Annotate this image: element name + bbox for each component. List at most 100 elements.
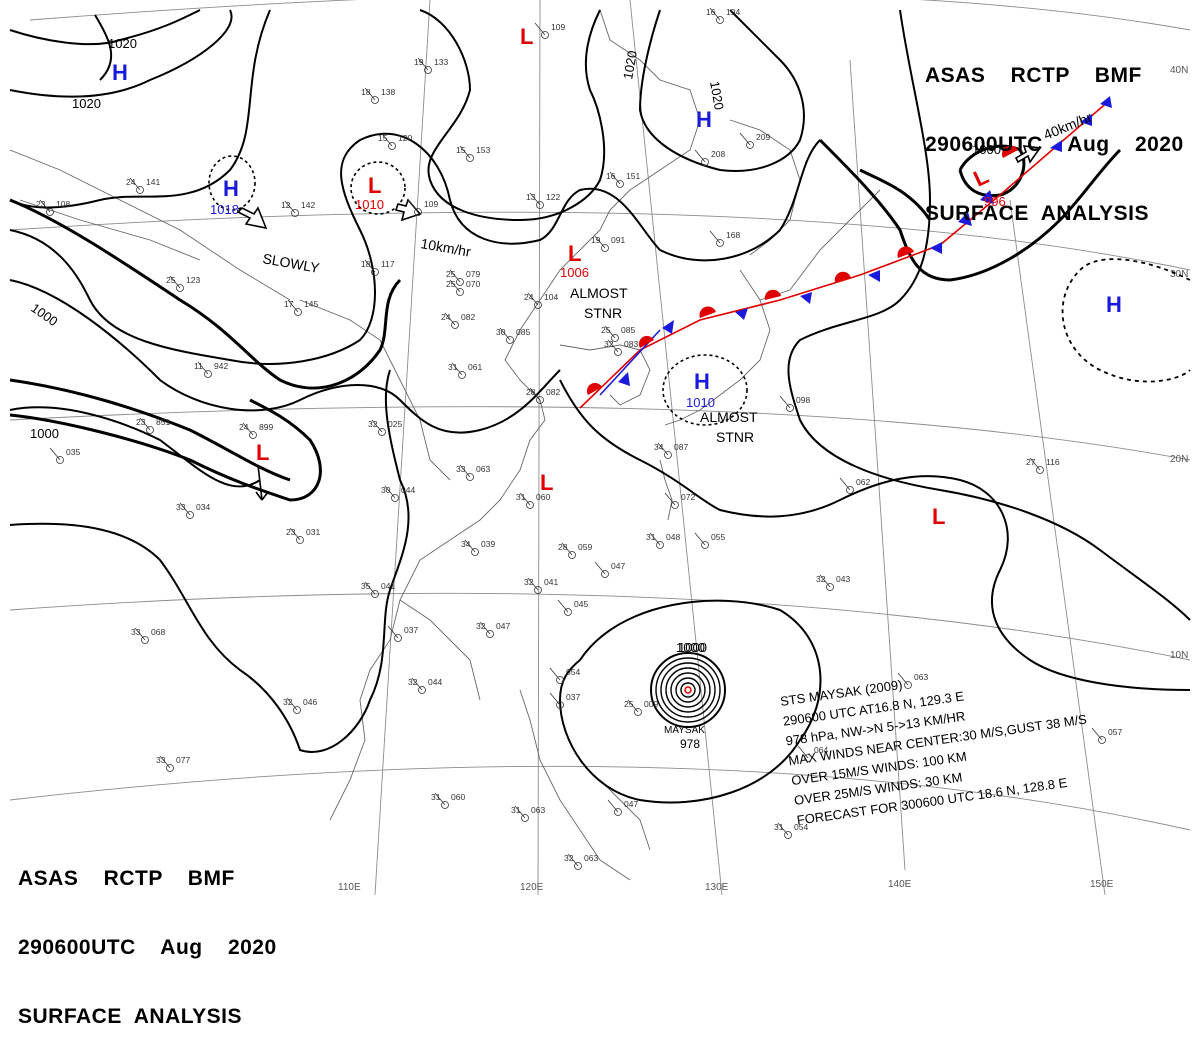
station-plot: 32 025 [368, 419, 402, 436]
station-circle [414, 208, 422, 216]
station-plot: 25 009 [624, 699, 658, 716]
station-temperature: 32 [524, 577, 534, 587]
wind-barb [197, 361, 209, 375]
wind-barb [499, 327, 511, 341]
header-top-right: ASAS RCTP BMF 290600UTC Aug 2020 SURFACE… [925, 18, 1184, 248]
station-temperature: 25 [446, 269, 456, 279]
low-center: L [568, 241, 581, 266]
station-pressure: 082 [461, 312, 475, 322]
station-plot: 23 031 [286, 527, 320, 544]
low-center: L [932, 504, 945, 529]
station-temperature: 13 [526, 192, 536, 202]
station-temperature: 28 [558, 542, 568, 552]
header-line-type: SURFACE ANALYSIS [925, 202, 1149, 225]
wind-barb [607, 799, 619, 813]
station-circle [846, 486, 854, 494]
station-temperature: 23 [286, 527, 296, 537]
station-circle [568, 551, 576, 559]
station-pressure: 072 [681, 492, 695, 502]
station-pressure: 123 [186, 275, 200, 285]
wind-barb [839, 477, 851, 491]
station-temperature: 16 [706, 7, 716, 17]
station-pressure: 047 [624, 799, 638, 809]
station-pressure: 122 [546, 192, 560, 202]
station-circle [614, 808, 622, 816]
station-plot: 27 116 [1026, 457, 1060, 474]
station-circle [136, 186, 144, 194]
station-circle [204, 370, 212, 378]
isobars [9, 9, 1191, 753]
station-circle [716, 239, 724, 247]
station-plot: 17 145 [284, 299, 318, 316]
station-pressure: 109 [551, 22, 565, 32]
station-plot: 32 063 [564, 853, 598, 870]
station-circle [456, 278, 464, 286]
station-pressure: 037 [404, 625, 418, 635]
wind-barb [897, 672, 909, 686]
wind-barb [567, 853, 579, 867]
station-plot: 16 194 [706, 7, 740, 24]
station-circle [536, 396, 544, 404]
typhoon-pressure: 978 [680, 737, 700, 751]
station-temperature: 24 [239, 422, 249, 432]
station-plot: 109 [407, 199, 438, 216]
station-plot: 15 120 [378, 133, 412, 150]
typhoon-name: MAYSAK [664, 725, 705, 736]
wind-barb [604, 325, 616, 339]
station-plot: 31 060 [431, 792, 465, 809]
wind-barb [134, 627, 146, 641]
station-plot: 24 104 [524, 292, 558, 309]
typhoon-isobar-label: 1000 [676, 640, 705, 655]
station-temperature: 34 [654, 442, 664, 452]
high-center: H [694, 369, 710, 394]
station-pressure: 057 [1108, 727, 1122, 737]
station-plot: 28 059 [558, 542, 592, 559]
isobar-label: 1000 [972, 142, 1001, 157]
low-center: L [540, 470, 553, 495]
station-circle [56, 456, 64, 464]
lat-lon-grid [9, 0, 1191, 896]
station-plot: 23 108 [36, 199, 70, 216]
station-temperature: 32 [408, 677, 418, 687]
station-plot: 16 151 [606, 171, 640, 188]
station-pressure: 208 [711, 149, 725, 159]
wind-barb [387, 625, 399, 639]
station-plot: 30 044 [381, 485, 415, 502]
station-circle [746, 141, 754, 149]
station-plot: 25 085 [601, 325, 635, 342]
station-circle [466, 154, 474, 162]
station-pressure: 048 [666, 532, 680, 542]
station-circle [611, 334, 619, 342]
station-circle [293, 706, 301, 714]
station-pressure: 061 [468, 362, 482, 372]
station-plot: 037 [387, 625, 418, 642]
wind-barb [519, 492, 531, 506]
station-plots: 24 141 23 108 25 123 17 145 11 942 23 851 24 899 035 33… [36, 7, 1122, 870]
station-plot: 098 [779, 395, 810, 412]
station-plot: 047 [607, 799, 638, 816]
station-pressure: 070 [466, 279, 480, 289]
station-pressure: 108 [56, 199, 70, 209]
station-pressure: 098 [796, 395, 810, 405]
high-pressure-value: 1018 [210, 202, 239, 217]
station-pressure: 035 [66, 447, 80, 457]
station-temperature: 31 [774, 822, 784, 832]
station-plot: 037 [549, 692, 580, 709]
station-pressure: 104 [544, 292, 558, 302]
station-plot: 054 [549, 667, 580, 684]
low-pressure-value: 1010 [355, 197, 384, 212]
station-plot: 31 048 [646, 532, 680, 549]
wind-barb [557, 599, 569, 613]
station-plot: 12 142 [281, 200, 315, 217]
station-pressure: 079 [466, 269, 480, 279]
station-temperature: 31 [448, 362, 458, 372]
station-pressure: 045 [574, 599, 588, 609]
station-circle [601, 570, 609, 578]
wind-barb [819, 574, 831, 588]
low-pressure-value: 1006 [560, 265, 589, 280]
station-plot: 047 [594, 561, 625, 578]
station-circle [249, 431, 257, 439]
station-temperature: 24 [441, 312, 451, 322]
station-circle [486, 630, 494, 638]
station-circle [394, 634, 402, 642]
